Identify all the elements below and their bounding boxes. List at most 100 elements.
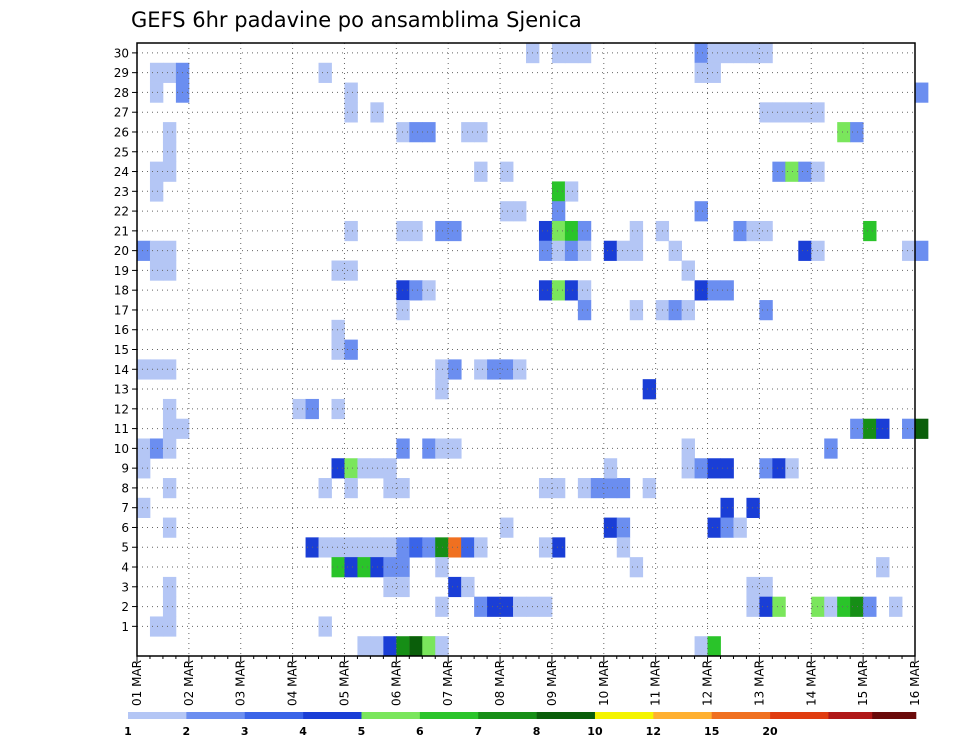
precip-cell [487, 359, 501, 380]
precip-cell [383, 636, 397, 657]
precip-cell [759, 576, 773, 598]
precip-cell [162, 616, 177, 637]
precip-cell [162, 596, 177, 617]
precip-cell [746, 576, 760, 598]
x-tick-label: 05 MAR [337, 660, 351, 706]
precip-cell [435, 438, 449, 459]
precip-cell [733, 43, 747, 64]
y-tick-label: 6 [121, 521, 129, 535]
precip-cell [318, 62, 332, 83]
precip-cell [603, 478, 618, 499]
colorbar-swatch [361, 712, 421, 719]
precip-cell [746, 220, 760, 242]
precip-cell [733, 517, 747, 538]
precip-cell [149, 438, 164, 459]
precip-cell [344, 102, 358, 123]
y-tick-label: 16 [114, 323, 129, 337]
colorbar-swatch [872, 712, 917, 719]
y-tick-label: 8 [121, 481, 129, 495]
y-tick-label: 3 [121, 580, 129, 594]
precip-cell [396, 557, 410, 578]
y-tick-label: 28 [114, 86, 129, 100]
y-tick-label: 18 [114, 284, 129, 298]
precip-cell [759, 43, 773, 64]
precip-cell [759, 102, 773, 123]
precip-cell [383, 537, 397, 558]
precip-cell [383, 557, 397, 578]
precip-cell [629, 300, 644, 321]
precip-cell [759, 458, 773, 479]
colorbar-swatch [244, 712, 304, 719]
precip-cell [538, 537, 553, 558]
colorbar-swatch [419, 712, 479, 719]
chart-title: GEFS 6hr padavine po ansamblima Sjenica [131, 8, 582, 32]
precip-cell [149, 181, 164, 202]
precip-cell [383, 478, 397, 499]
precip-cell [707, 636, 721, 657]
colorbar-label: 4 [299, 725, 307, 738]
precip-cell [707, 43, 721, 64]
precip-cell [513, 201, 527, 222]
precip-cell [915, 82, 929, 103]
precip-cell [577, 220, 592, 242]
precip-cell [422, 280, 436, 301]
precip-cell [137, 438, 151, 459]
precip-cell [577, 478, 592, 499]
precip-cell [409, 122, 423, 143]
precip-cell [448, 537, 462, 558]
colorbar-swatch [536, 712, 596, 719]
precip-cell [396, 636, 410, 657]
precip-cell [396, 438, 410, 459]
precip-cell [162, 260, 177, 281]
plot-frame [136, 42, 916, 657]
precip-cell [746, 497, 760, 518]
colorbar-label: 3 [241, 725, 249, 738]
precip-cell [694, 201, 708, 222]
precip-cell [162, 438, 177, 459]
colorbar-swatch [478, 712, 537, 719]
y-tick-label: 29 [114, 66, 129, 80]
precip-cell [746, 596, 760, 617]
x-tick-label: 09 MAR [545, 660, 559, 706]
precip-cell [707, 517, 721, 538]
precip-cell [162, 141, 177, 163]
precip-cell [149, 359, 164, 380]
y-tick-label: 22 [114, 205, 129, 219]
precip-cell [694, 43, 708, 64]
precip-cell [707, 458, 721, 479]
precip-cell [435, 537, 449, 558]
colorbar-label: 2 [183, 725, 191, 738]
y-tick-label: 25 [114, 145, 129, 159]
x-tick-label: 11 MAR [649, 660, 663, 706]
precip-cell [551, 280, 566, 301]
precip-cell [162, 62, 177, 83]
precip-cell [435, 359, 449, 380]
precip-cell [824, 596, 838, 617]
precip-cell [668, 300, 682, 321]
precip-cell [538, 220, 553, 242]
precip-cell [331, 537, 345, 558]
precip-cell [162, 122, 177, 143]
precip-cell [889, 596, 903, 617]
y-tick-label: 4 [121, 561, 129, 575]
precip-cell [396, 478, 410, 499]
precip-cell [344, 537, 358, 558]
precip-cell [448, 220, 462, 242]
precip-cell [551, 220, 566, 242]
x-tick-label: 15 MAR [856, 660, 870, 706]
y-tick-label: 19 [114, 264, 129, 278]
precip-cell [500, 359, 514, 380]
precip-cell [564, 280, 579, 301]
y-tick-label: 12 [114, 402, 129, 416]
precip-cell [435, 557, 449, 578]
precip-cell [474, 359, 488, 380]
precip-cell [863, 220, 877, 242]
precip-cell [422, 122, 436, 143]
y-tick-label: 11 [114, 422, 129, 436]
precip-cell [772, 102, 786, 123]
colorbar-swatch [128, 712, 187, 719]
y-tick-label: 26 [114, 125, 129, 139]
y-tick-label: 23 [114, 185, 129, 199]
y-tick-label: 10 [114, 442, 129, 456]
precip-cell [759, 596, 773, 617]
